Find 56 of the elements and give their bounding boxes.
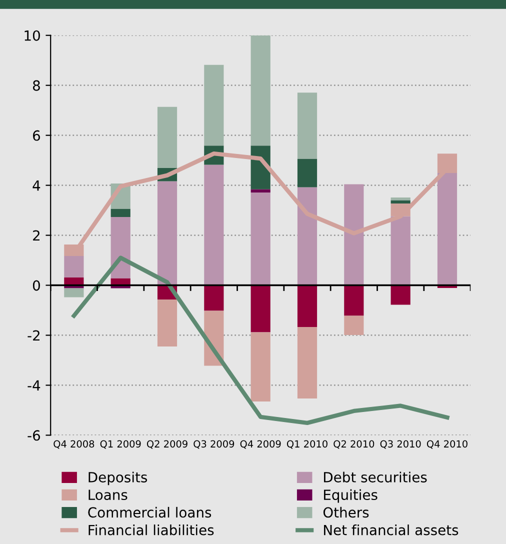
x-tick-label: Q3 2009 [194, 440, 234, 449]
x-tick-label: Q1 2009 [100, 440, 141, 449]
bar [250, 192, 270, 286]
x-tick-label: Q4 2008 [54, 440, 94, 449]
bar [157, 106, 178, 168]
y-tick-label: -4 [28, 380, 40, 390]
bar [204, 64, 224, 146]
legend-label: Deposits [88, 472, 148, 486]
bar [64, 288, 84, 298]
legend-label: Loans [88, 490, 128, 500]
bar [250, 189, 270, 193]
x-tick-label: Q2 2009 [146, 440, 188, 449]
bar [297, 187, 318, 286]
bar [250, 332, 270, 402]
bar [344, 316, 364, 335]
y-tick-label: 10 [24, 30, 40, 41]
x-tick-label: Q1 2010 [286, 440, 328, 449]
bar [250, 285, 270, 332]
bar [110, 217, 130, 278]
bar [297, 326, 318, 398]
line-series [72, 256, 450, 426]
bar [250, 35, 270, 146]
x-tick-label: Q3 2010 [380, 440, 421, 449]
bar [390, 216, 410, 286]
x-tick-label: Q4 2010 [426, 440, 468, 449]
bar [390, 200, 410, 204]
bar [437, 173, 458, 286]
legend-label: Commercial loans [88, 506, 212, 518]
legend-label: Debt securities [324, 472, 427, 482]
y-tick-label: -6 [28, 430, 40, 441]
legend-label: Equities [324, 489, 378, 503]
x-tick-label: Q4 2009 [240, 440, 281, 449]
bar [297, 158, 318, 188]
bar [64, 278, 84, 286]
y-tick-label: 8 [32, 80, 40, 91]
y-tick-label: 6 [33, 130, 40, 141]
y-tick-label: 0 [32, 280, 40, 291]
bar [390, 285, 410, 305]
bar [64, 256, 84, 278]
y-tick-label: 4 [32, 180, 40, 191]
bar [344, 184, 364, 286]
bar [204, 285, 224, 311]
legend-label: Others [323, 506, 369, 518]
bar [110, 208, 130, 218]
x-tick-label: Q2 2010 [334, 440, 374, 449]
bar [157, 181, 178, 286]
bar [344, 285, 364, 316]
legend-label: Net financial assets [324, 524, 458, 536]
legend-label: Financial liabilities [88, 524, 214, 536]
bar [157, 300, 178, 346]
y-tick-label: 2 [33, 230, 40, 241]
bar [204, 164, 224, 286]
y-tick-label: -2 [28, 330, 40, 341]
bar [297, 285, 318, 327]
bar [297, 92, 318, 159]
bar [390, 198, 410, 200]
